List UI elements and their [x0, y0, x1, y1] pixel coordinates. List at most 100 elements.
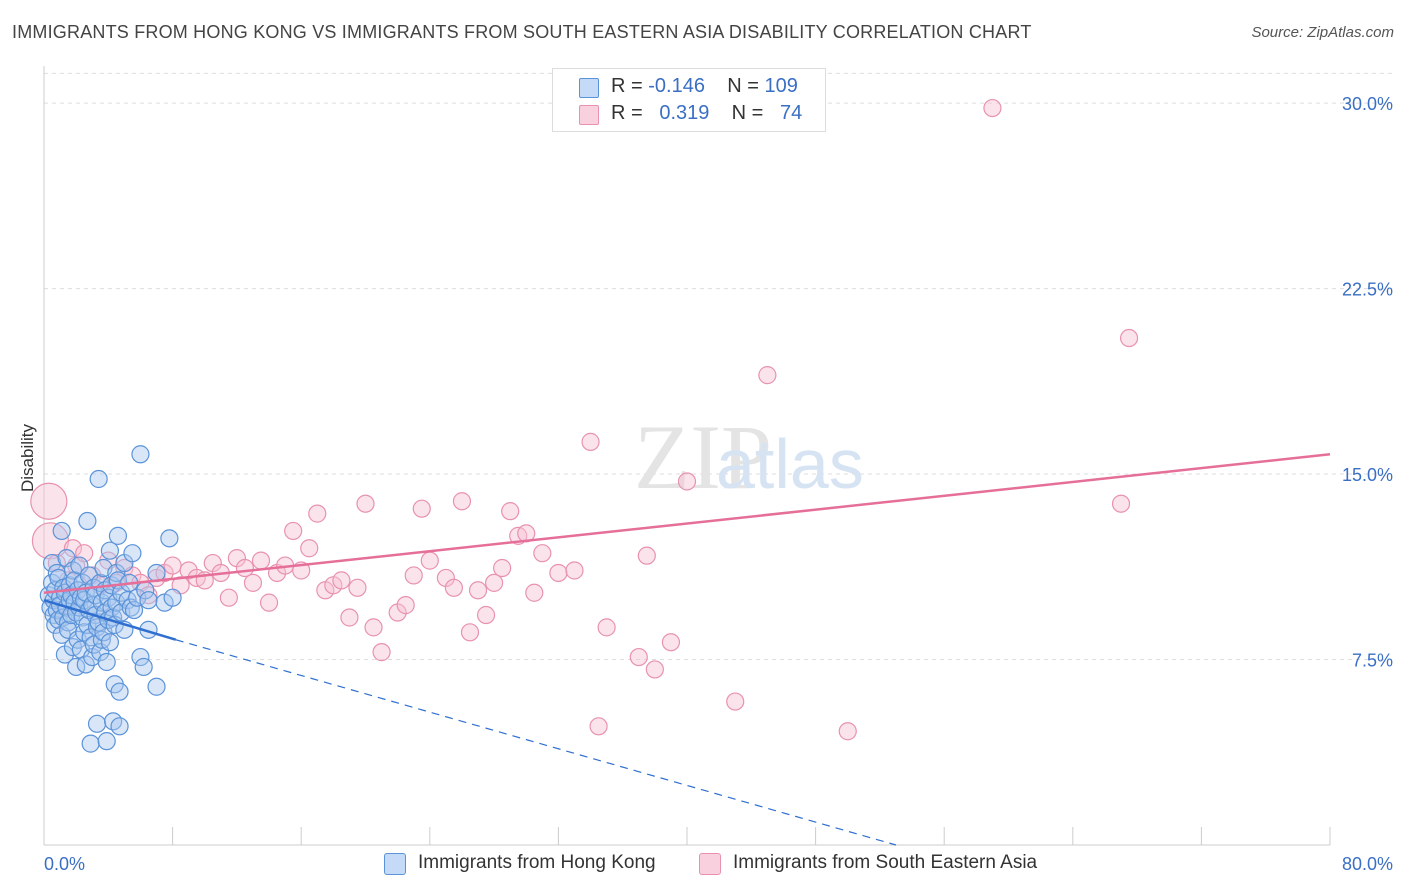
data-point-sea: [1119, 328, 1139, 348]
data-point-sea: [565, 561, 584, 580]
data-point-sea: [645, 660, 664, 679]
legend-n-value: 74: [780, 102, 803, 124]
data-point-sea: [525, 583, 544, 602]
data-point-hk: [89, 469, 108, 489]
data-point-sea: [460, 623, 480, 642]
data-point-hk: [87, 714, 107, 733]
trend-lines: [43, 453, 1331, 846]
data-point-sea: [726, 692, 745, 711]
data-point-sea: [284, 521, 303, 541]
trend-line-hk: [43, 598, 177, 641]
trend-line-sea: [43, 453, 1331, 594]
data-point-sea: [30, 482, 68, 520]
data-point-hk: [110, 717, 129, 736]
data-point-hk: [163, 588, 182, 607]
legend-r-label: R =: [611, 102, 643, 124]
data-point-sea: [308, 504, 327, 523]
data-point-sea: [501, 502, 520, 521]
data-point-hk: [134, 657, 153, 677]
chart-title: IMMIGRANTS FROM HONG KONG VS IMMIGRANTS …: [12, 22, 1032, 42]
data-point-hk: [139, 591, 158, 610]
data-point-sea: [404, 566, 423, 585]
data-point-hk: [97, 732, 116, 751]
legend-r-value: -0.146: [648, 75, 705, 97]
data-point-sea: [637, 546, 656, 565]
data-point-hk: [160, 529, 179, 548]
watermark-atlas: atlas: [716, 425, 864, 503]
source-credit: Source: ZipAtlas.com: [1251, 24, 1394, 41]
data-point-hk: [100, 541, 120, 560]
legend-n-label: N =: [727, 75, 759, 97]
data-point-sea: [758, 366, 777, 385]
data-point-hk: [76, 655, 95, 674]
legend-n-value: 109: [764, 75, 798, 97]
data-point-hk: [121, 598, 140, 617]
watermark-zip: ZIP: [634, 406, 772, 508]
bottom-legend-label-hk: Immigrants from Hong Kong: [418, 852, 656, 873]
data-point-hk: [123, 544, 142, 563]
data-point-sea: [139, 586, 158, 605]
bottom-legend-swatch-sea: [699, 853, 721, 875]
data-point-sea: [983, 98, 1002, 118]
data-point-sea: [356, 494, 375, 513]
correlation-legend: R = -0.146 N = 109 R = 0.319 N = 74: [552, 68, 826, 132]
data-point-hk: [78, 511, 97, 531]
data-point-sea: [364, 618, 383, 637]
data-point-sea: [420, 551, 439, 570]
legend-swatch-hk: [579, 78, 599, 98]
data-point-sea: [47, 553, 66, 573]
data-point-hk: [52, 521, 71, 541]
data-point-sea: [332, 571, 351, 590]
y-axis-label: Disability: [18, 423, 37, 492]
data-point-sea: [581, 432, 600, 451]
x-tick-label: 0.0%: [44, 854, 85, 874]
data-point-sea: [661, 633, 681, 652]
trend-line-hk-extension: [175, 639, 897, 846]
y-tick-label: 15.0%: [1342, 465, 1393, 485]
data-point-sea: [476, 605, 496, 625]
data-point-sea: [300, 539, 319, 558]
legend-r-label: R =: [611, 75, 643, 97]
data-point-sea: [163, 556, 182, 575]
bottom-legend-label-sea: Immigrants from South Eastern Asia: [733, 852, 1038, 873]
data-point-sea: [452, 492, 472, 511]
data-point-sea: [549, 563, 568, 583]
data-point-sea: [348, 578, 367, 597]
data-point-sea: [219, 588, 238, 607]
data-point-hk: [81, 734, 100, 753]
data-point-sea: [340, 608, 359, 627]
data-point-sea: [444, 578, 464, 597]
data-point-sea: [235, 558, 255, 578]
data-point-sea: [372, 643, 391, 662]
data-point-sea: [468, 581, 488, 600]
x-tick-label: 80.0%: [1342, 854, 1393, 874]
data-point-sea: [677, 472, 697, 491]
axes: [43, 66, 1331, 846]
data-point-hk: [131, 647, 150, 667]
data-point-sea: [838, 722, 857, 741]
y-tick-label: 22.5%: [1342, 280, 1393, 300]
y-tick-label: 30.0%: [1342, 94, 1393, 114]
data-point-sea: [259, 593, 279, 612]
data-point-sea: [597, 618, 616, 637]
data-point-sea: [485, 573, 504, 592]
data-point-hk: [131, 445, 150, 464]
bottom-legend-swatch-hk: [384, 853, 406, 875]
data-point-hk: [147, 677, 166, 696]
data-point-sea: [1111, 494, 1131, 513]
data-point-hk: [97, 652, 116, 672]
legend-swatch-sea: [579, 105, 599, 125]
legend-r-value: 0.319: [659, 102, 710, 124]
data-point-sea: [63, 539, 83, 558]
data-point-sea: [251, 551, 271, 570]
data-point-sea: [493, 558, 512, 578]
data-point-sea: [412, 499, 431, 518]
data-point-sea: [629, 647, 648, 667]
data-point-sea: [243, 573, 263, 592]
data-point-sea: [589, 717, 608, 736]
series-sea-points: [30, 98, 1139, 741]
y-tick-label: 7.5%: [1352, 651, 1393, 671]
legend-n-label: N =: [731, 102, 764, 124]
data-point-hk: [110, 682, 129, 701]
